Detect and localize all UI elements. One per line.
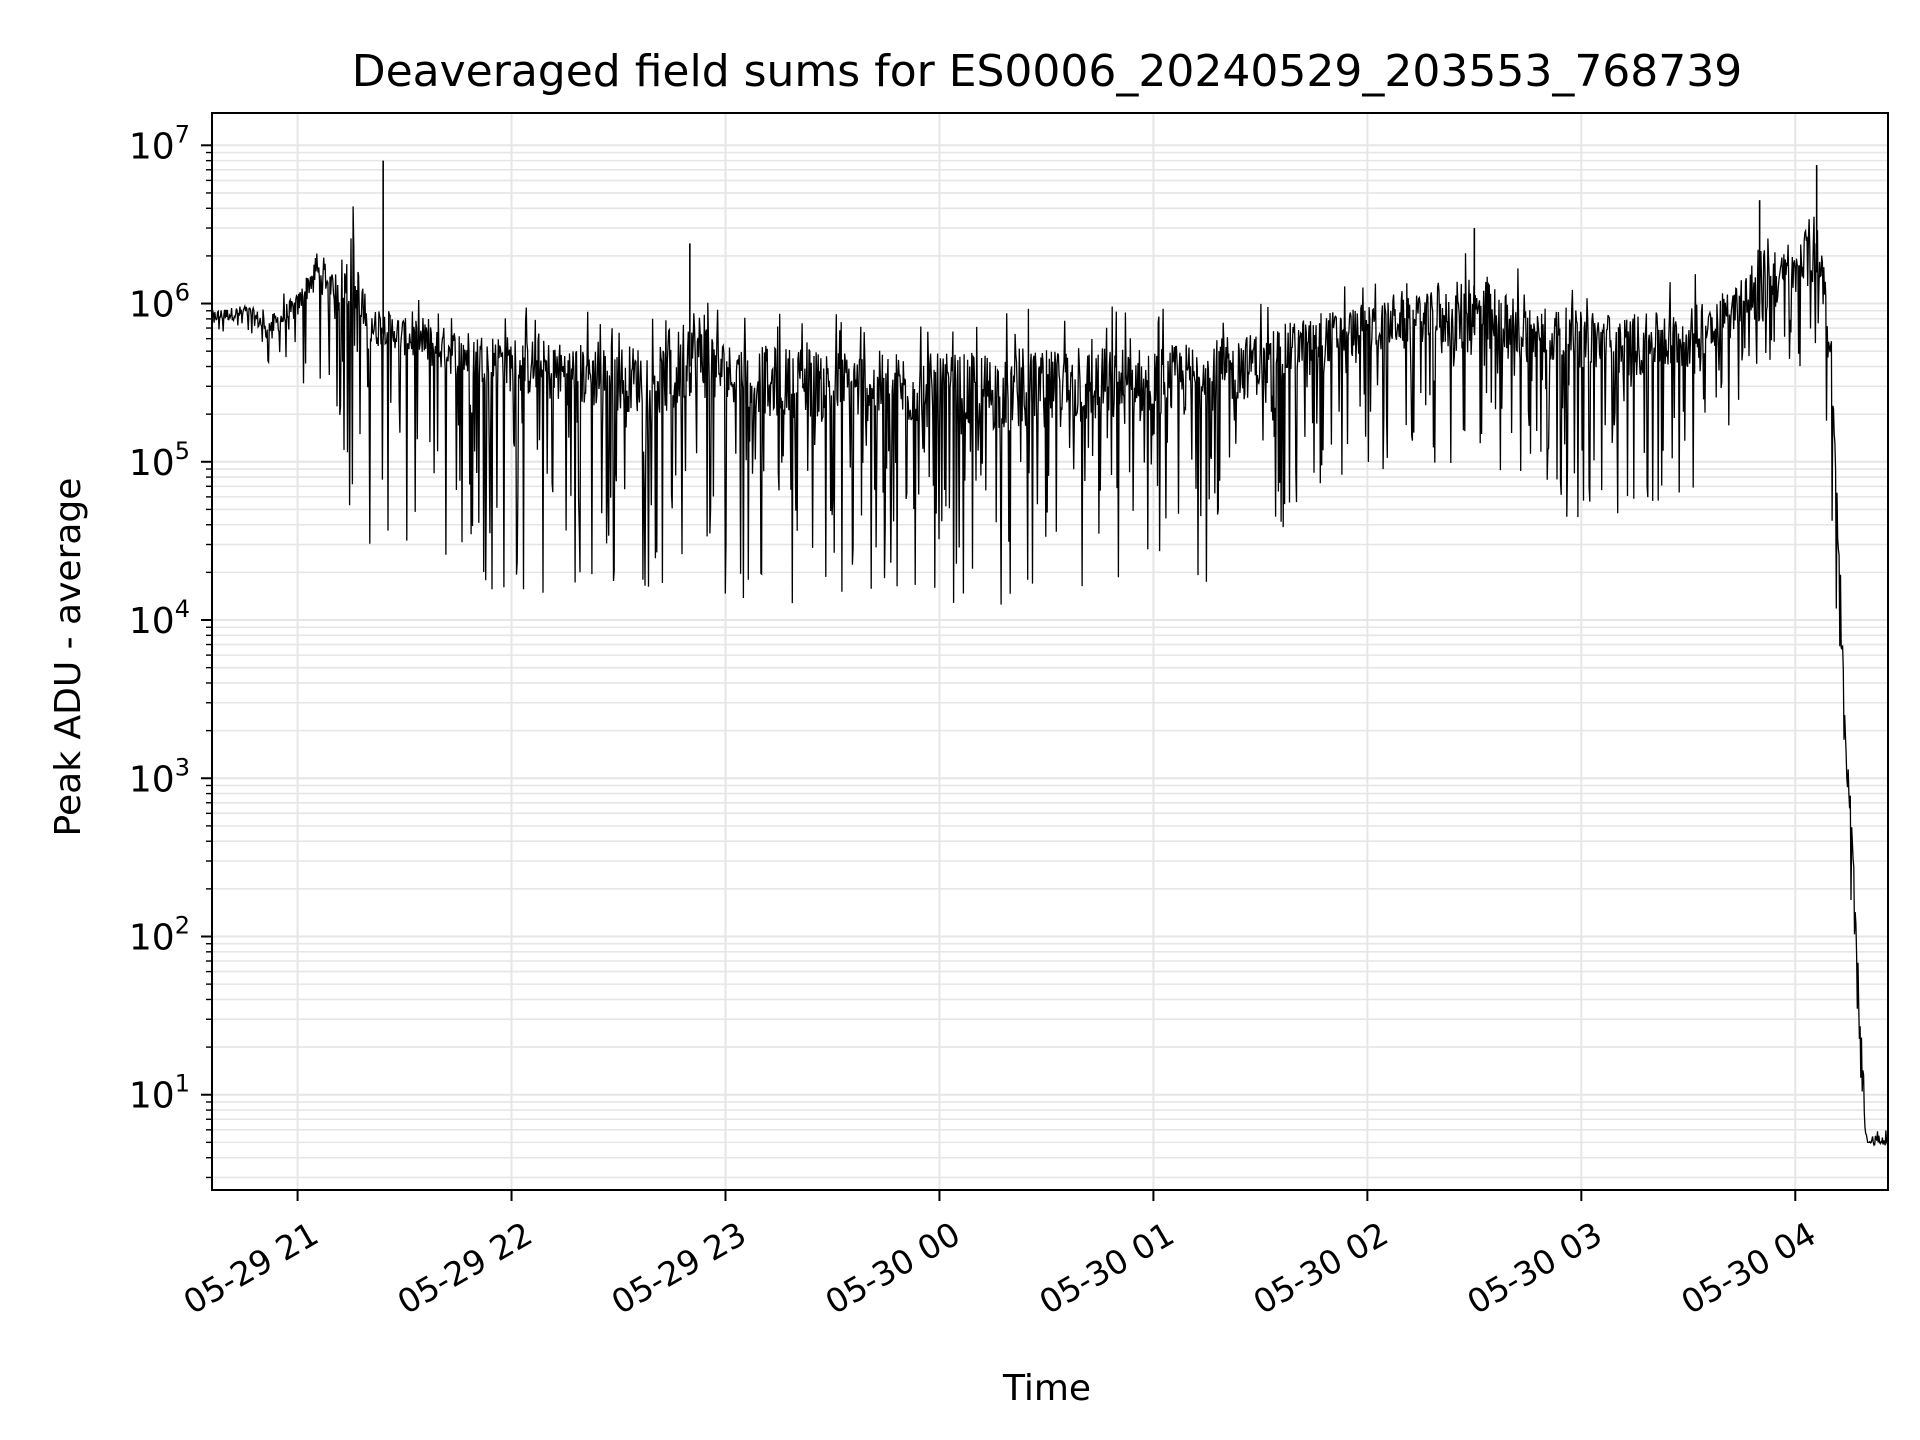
y-tick-exponent: 7: [175, 120, 190, 148]
data-layer: [211, 160, 1889, 1147]
y-axis-label: Peak ADU - average: [48, 478, 89, 837]
y-tick-base: 10: [129, 285, 175, 326]
y-tick-exponent: 2: [175, 911, 190, 939]
y-tick-base: 10: [129, 443, 175, 484]
series-line: [211, 206, 1889, 1147]
y-tick-exponent: 1: [175, 1070, 190, 1098]
x-axis-label: Time: [1002, 1368, 1091, 1409]
y-tick-label: 101: [129, 1070, 190, 1117]
y-tick-base: 10: [129, 759, 175, 800]
chart-title: Deaveraged field sums for ES0006_2024052…: [352, 46, 1743, 97]
y-tick-base: 10: [129, 601, 175, 642]
y-tick-label: 103: [129, 753, 190, 800]
plot-frame: [211, 112, 1889, 1191]
y-tick-label: 104: [129, 595, 190, 642]
y-tick-label: 105: [129, 437, 190, 484]
grid-layer: [212, 113, 1888, 1190]
y-tick-label: 107: [129, 120, 190, 167]
y-tick-base: 10: [129, 917, 175, 958]
y-tick-exponent: 5: [175, 437, 190, 465]
y-tick-exponent: 3: [175, 753, 190, 781]
y-tick-base: 10: [129, 1076, 175, 1117]
y-tick-label: 106: [129, 279, 190, 326]
y-tick-base: 10: [129, 126, 175, 167]
y-tick-exponent: 4: [175, 595, 190, 623]
y-tick-label: 102: [129, 911, 190, 958]
y-tick-exponent: 6: [175, 279, 190, 307]
